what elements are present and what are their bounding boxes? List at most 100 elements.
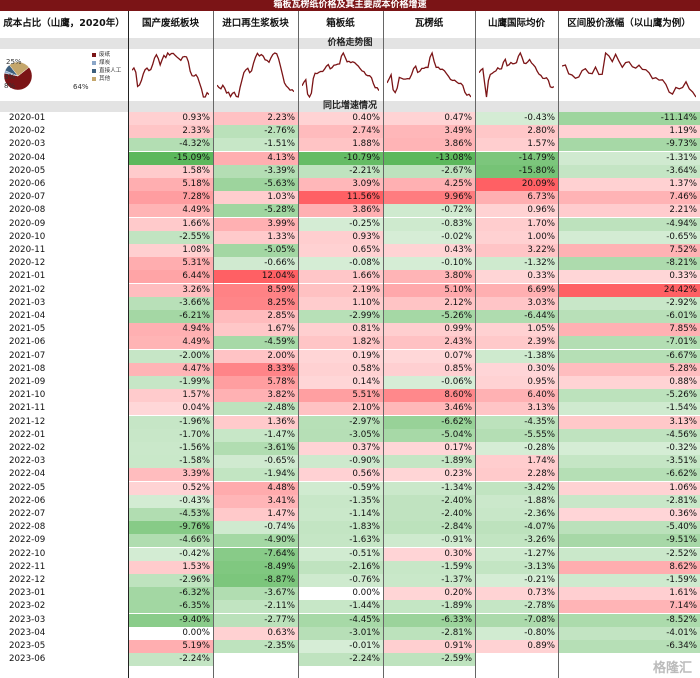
cell-value: -1.32%: [476, 257, 558, 271]
row-date: 2021-09: [9, 377, 46, 387]
row-date: 2021-10: [9, 390, 46, 401]
row-date: 2020-08: [9, 205, 46, 216]
table-row: 2021-04 -6.21% 2.85% -2.99% -5.26% -6.44% -6.0…: [0, 310, 700, 323]
table-row: 2021-05 4.94% 1.67% 0.81% 0.99% 1.05% 7.85%: [0, 323, 700, 337]
cell-value: 0.30%: [384, 547, 475, 561]
cell-value: 4.48%: [214, 481, 298, 495]
cell-value: 2.12%: [384, 296, 475, 310]
table-row: 2021-08 4.47% 8.33% 0.58% 0.85% 0.30% 5.28%: [0, 362, 700, 376]
cell-value: -1.94%: [214, 468, 298, 482]
cell-value: 1.82%: [299, 336, 383, 350]
cell-value: -1.59%: [559, 574, 700, 587]
cell-value: -3.64%: [559, 164, 700, 178]
cell-value: -4.59%: [214, 336, 298, 350]
cell-value: 0.58%: [299, 362, 383, 376]
table-row: 2021-01 6.44% 12.04% 1.66% 3.80% 0.33% 0.33%: [0, 270, 700, 284]
row-date: 2020-04: [9, 152, 46, 163]
row-date: 2020-02: [9, 126, 46, 137]
cell-value: -1.89%: [384, 600, 475, 614]
cell-value: -1.99%: [129, 376, 213, 389]
cell-value: -2.99%: [299, 310, 383, 323]
cell-value: -0.83%: [384, 217, 475, 231]
column-header-5: 区间股价涨幅（以山鹰为例）: [558, 11, 700, 37]
cell-value: -3.67%: [214, 587, 298, 601]
legend-swatch: [92, 68, 96, 73]
table-row: 2021-03 -3.66% 8.25% 1.10% 2.12% 3.03% -2.92%: [0, 296, 700, 310]
cell-value: -0.76%: [299, 574, 383, 587]
row-date: 2021-03: [9, 297, 46, 308]
cell-value: -4.90%: [214, 534, 298, 548]
pie-slice-废纸: [3, 67, 33, 91]
cell-value: -2.24%: [129, 653, 213, 667]
row-date: 2020-11: [9, 245, 46, 255]
cell-value: 4.49%: [129, 204, 213, 218]
cell-value: 20.09%: [476, 178, 558, 191]
cell-value: 2.43%: [384, 336, 475, 350]
cell-value: -8.21%: [559, 257, 700, 271]
cell-value: 2.39%: [476, 336, 558, 350]
table-row: 2022-08 -9.76% -0.74% -1.83% -2.84% -4.07% -5.…: [0, 521, 700, 535]
cell-value: -9.73%: [559, 138, 700, 152]
column-separator: [558, 11, 559, 678]
cell-value: 4.49%: [129, 336, 213, 350]
table-row: 2021-09 -1.99% 5.78% 0.14% -0.06% 0.95% 0.88%: [0, 376, 700, 389]
cell-value: 1.57%: [476, 138, 558, 152]
cell-value: -2.24%: [299, 653, 383, 667]
cell-value: -2.40%: [384, 508, 475, 521]
cell-value: -3.42%: [476, 481, 558, 495]
cell-value: -0.51%: [299, 547, 383, 561]
cell-value: -0.21%: [476, 574, 558, 587]
cell-value: -1.59%: [384, 560, 475, 574]
cell-value: -1.63%: [299, 534, 383, 548]
cell-value: -5.63%: [214, 178, 298, 191]
row-date: 2022-11: [9, 561, 46, 572]
table-row: 2020-07 7.28% 1.03% 11.56% 9.96% 6.73% 7.46%: [0, 191, 700, 205]
cell-value: -6.32%: [129, 587, 213, 601]
column-separator: [298, 11, 299, 678]
cell-value: 2.19%: [299, 283, 383, 297]
cell-value: -6.35%: [129, 600, 213, 614]
table-row: 2020-08 4.49% -5.28% 3.86% -0.72% 0.96% 2.21%: [0, 204, 700, 218]
cell-value: -7.08%: [476, 613, 558, 627]
legend-item: 废纸: [92, 51, 121, 59]
cell-value: -0.08%: [299, 257, 383, 271]
cell-value: 1.74%: [476, 455, 558, 469]
cell-value: 3.13%: [476, 402, 558, 416]
cell-value: [476, 653, 558, 667]
cell-value: -2.59%: [384, 653, 475, 667]
cell-value: -2.67%: [384, 164, 475, 178]
cell-value: -2.81%: [559, 494, 700, 508]
table-row: 2020-03 -4.32% -1.51% 1.88% 3.86% 1.57% -9.73%: [0, 138, 700, 152]
cell-value: 3.41%: [214, 494, 298, 508]
row-date: 2021-01: [9, 271, 46, 282]
cell-value: -15.09%: [129, 151, 213, 165]
cell-value: -1.83%: [299, 521, 383, 535]
row-date: 2022-04: [9, 469, 46, 480]
cell-value: 1.57%: [129, 389, 213, 403]
cell-value: 3.46%: [384, 402, 475, 416]
cell-value: 2.10%: [299, 402, 383, 416]
cell-value: 3.86%: [384, 138, 475, 152]
cell-value: -3.05%: [299, 428, 383, 442]
sparkline-path: [131, 51, 210, 98]
table-row: 2020-01 0.93% 2.23% 0.40% 0.47% -0.43% -11.14%: [0, 112, 700, 125]
row-date: 2020-09: [9, 218, 46, 229]
cell-value: 0.33%: [559, 270, 700, 284]
cell-value: -2.97%: [299, 415, 383, 429]
row-date: 2023-04: [9, 627, 46, 638]
cell-value: 3.22%: [476, 244, 558, 257]
cell-value: 3.80%: [384, 270, 475, 284]
cell-value: 3.39%: [129, 468, 213, 482]
cell-value: 5.28%: [559, 362, 700, 376]
cell-value: 0.81%: [299, 323, 383, 337]
cell-value: 0.20%: [384, 587, 475, 601]
cell-value: -0.59%: [299, 481, 383, 495]
cell-value: 0.95%: [476, 376, 558, 389]
row-date: 2020-07: [9, 192, 46, 203]
yoy-label: 同比增速情况: [0, 101, 700, 112]
cell-value: 0.88%: [559, 376, 700, 389]
cell-value: 5.18%: [129, 178, 213, 191]
cell-value: -2.92%: [559, 296, 700, 310]
cell-value: [214, 653, 298, 667]
